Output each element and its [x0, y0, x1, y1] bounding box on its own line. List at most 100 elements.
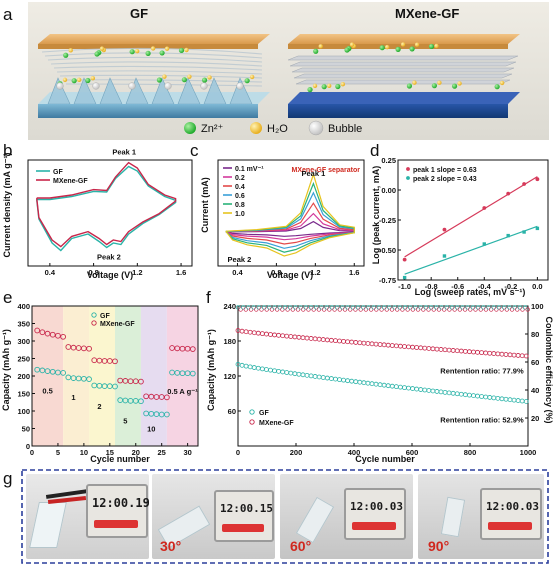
rate-band	[63, 306, 90, 446]
capacity-point-mxene-gf	[458, 348, 464, 354]
capacity-point-gf	[276, 368, 282, 374]
capacity-point-mxene-gf	[402, 344, 407, 349]
x-tick-label: -0.8	[425, 282, 438, 291]
capacity-point-gf	[304, 372, 310, 378]
data-point-gf	[138, 398, 144, 405]
legend-label: MXene-GF	[53, 178, 88, 185]
ce-point-gf	[246, 305, 251, 310]
zn-ion	[379, 45, 385, 51]
gf-top-electrode-edge	[38, 44, 258, 49]
capacity-point-mxene-gf	[454, 348, 460, 354]
capacity-point-gf	[446, 390, 452, 396]
capacity-point-mxene-gf	[243, 329, 249, 335]
capacity-point-mxene-gf	[324, 337, 330, 343]
glass-fiber	[59, 74, 263, 79]
capacity-point-gf	[328, 376, 334, 381]
capacity-point-gf	[251, 365, 257, 370]
legend-swatch	[406, 176, 410, 180]
capacity-point-mxene-gf	[345, 339, 351, 345]
panel-f-ylabel: Capacity (mAh g⁻¹)	[206, 329, 216, 411]
capacity-point-mxene-gf	[308, 336, 314, 341]
legend-swatch	[406, 167, 410, 171]
ce-point-mxene-gf	[280, 307, 285, 312]
panel-c-xlabel: Voltage (V)	[267, 270, 313, 280]
capacity-point-mxene-gf	[397, 343, 403, 349]
ce-point-mxene-gf	[395, 307, 400, 312]
capacity-point-mxene-gf	[430, 346, 436, 352]
ce-point-gf	[502, 305, 507, 310]
zn-ion	[406, 83, 413, 89]
mxene-separator-layers	[287, 55, 519, 85]
zn-ion	[344, 47, 350, 53]
water-molecule	[207, 75, 212, 80]
chart-b-frame	[27, 159, 193, 267]
data-point-gf	[60, 370, 66, 376]
bubble-legend-label: Bubble	[328, 123, 362, 135]
ce-point-gf	[517, 305, 523, 310]
data-point-mxene-gf	[34, 327, 41, 334]
zn-legend-label: Zn²⁺	[201, 123, 224, 135]
data-point-peak-1	[482, 206, 487, 210]
capacity-point-mxene-gf	[479, 350, 485, 356]
capacity-point-gf	[361, 380, 367, 386]
ce-point-mxene-gf	[520, 307, 525, 312]
legend-label: peak 2 slope = 0.43	[413, 176, 477, 183]
panel-d: d Log (peak current, mA) -1.0 -0.8 -0.6 -0.…	[370, 141, 549, 297]
legend-swatch	[249, 419, 255, 425]
capacity-point-mxene-gf	[511, 352, 517, 358]
ce-point-gf	[277, 305, 282, 310]
ce-point-gf	[418, 305, 423, 310]
capacity-point-mxene-gf	[272, 332, 277, 338]
capacity-point-gf	[349, 378, 355, 384]
capacity-point-gf	[353, 379, 359, 385]
y-tick-label: 250	[17, 355, 30, 364]
capacity-point-mxene-gf	[442, 347, 448, 353]
panel-c-ylabel: Current (mA)	[200, 177, 210, 233]
water-molecule	[457, 81, 462, 86]
capacity-point-gf	[475, 393, 480, 399]
capacity-point-gf	[503, 396, 509, 402]
ce-point-mxene-gf	[269, 307, 275, 312]
panel-e-letter: e	[3, 288, 12, 307]
zn-ion	[94, 51, 100, 57]
capacity-point-gf	[402, 385, 407, 391]
ce-point-mxene-gf	[358, 307, 363, 312]
ce-point-mxene-gf	[259, 307, 264, 312]
chart-c-frame	[217, 159, 365, 267]
zn-ion	[129, 49, 135, 55]
capacity-point-gf	[272, 368, 277, 374]
x-tick-label: -0.2	[504, 282, 517, 291]
data-point-mxene-gf	[39, 329, 46, 336]
rate-band	[140, 306, 167, 446]
ce-point-gf	[256, 305, 262, 310]
ce-point-gf	[460, 305, 465, 310]
ce-point-mxene-gf	[473, 307, 478, 312]
ce-point-mxene-gf	[478, 307, 483, 312]
capacity-point-gf	[255, 365, 261, 371]
ce-point-mxene-gf	[264, 307, 269, 312]
x-tick-label: 1.2	[132, 268, 142, 277]
capacity-point-mxene-gf	[414, 345, 420, 350]
legend-label: 1.0	[235, 211, 245, 218]
capacity-point-mxene-gf	[259, 331, 265, 337]
ce-point-gf	[272, 305, 277, 310]
ce-point-gf	[288, 305, 293, 310]
ce-point-mxene-gf	[306, 307, 311, 312]
ce-point-gf	[361, 305, 366, 310]
zn-ion	[244, 78, 250, 84]
capacity-point-mxene-gf	[381, 342, 387, 348]
x-tick-label: 10	[80, 448, 88, 457]
ce-point-gf	[314, 305, 319, 310]
x-tick-label: -1.0	[398, 282, 411, 291]
capacity-point-gf	[507, 397, 513, 403]
glass-fiber	[53, 65, 263, 71]
data-point-gf	[39, 367, 46, 374]
capacity-point-gf	[434, 389, 440, 394]
capacity-point-gf	[515, 398, 521, 403]
capacity-point-mxene-gf	[361, 340, 367, 346]
water-molecule	[68, 48, 73, 53]
zn-ion	[307, 87, 313, 93]
fit-line	[404, 225, 538, 275]
panel-a: a GF MXene-GF Zn²⁺ H₂O	[3, 2, 549, 140]
bubble	[200, 82, 208, 90]
